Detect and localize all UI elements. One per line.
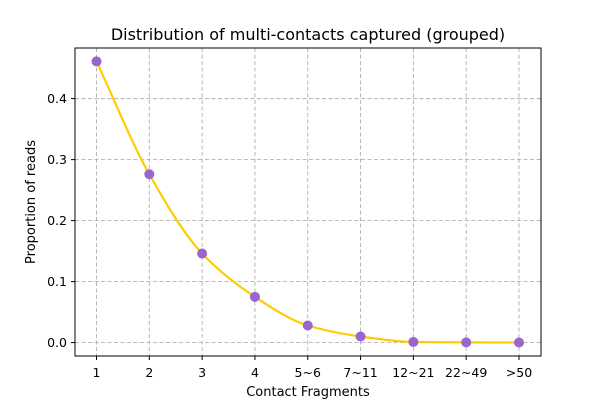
- x-tick-label: 3: [198, 365, 206, 380]
- x-tick-label: >50: [506, 365, 532, 380]
- grid: [75, 48, 541, 356]
- y-tick-label: 0.0: [47, 335, 67, 350]
- y-tick-label: 0.2: [47, 213, 67, 228]
- data-point-marker: [144, 169, 155, 180]
- y-tick-label: 0.3: [47, 152, 67, 167]
- data-point-marker: [408, 336, 419, 347]
- x-tick-label: 2: [145, 365, 153, 380]
- y-tick-label: 0.4: [47, 91, 67, 106]
- data-series: [91, 56, 524, 348]
- data-point-marker: [249, 291, 260, 302]
- y-axis-label: Proportion of reads: [24, 140, 39, 264]
- x-axis-label: Contact Fragments: [246, 385, 370, 400]
- data-point-marker: [355, 331, 366, 342]
- chart-title: Distribution of multi-contacts captured …: [111, 25, 505, 44]
- x-tick-label: 22~49: [445, 365, 487, 380]
- data-point-marker: [514, 337, 524, 348]
- x-tick-label: 5~6: [295, 365, 321, 380]
- x-tick-label: 4: [251, 365, 259, 380]
- x-tick-label: 7~11: [343, 365, 377, 380]
- x-tick-label: 1: [93, 365, 101, 380]
- y-tick-label: 0.1: [47, 274, 67, 289]
- axis-ticks: 1 2 3 4 5~6 7~11 12~21 22~49 >50 0.0 0.1 0.2 0.3 0.4: [47, 91, 532, 380]
- x-tick-label: 12~21: [392, 365, 434, 380]
- data-point-marker: [302, 320, 313, 331]
- data-point-marker: [197, 248, 208, 259]
- data-point-marker: [91, 56, 102, 67]
- data-point-marker: [461, 337, 472, 348]
